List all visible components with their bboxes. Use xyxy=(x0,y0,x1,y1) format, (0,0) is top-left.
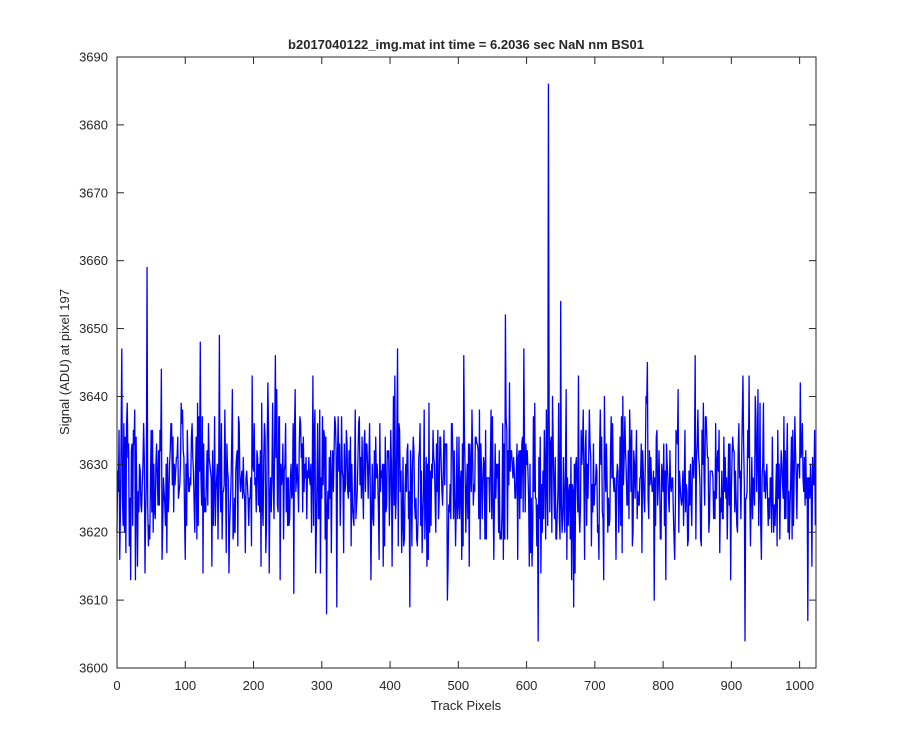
y-tick-label: 3630 xyxy=(79,457,108,472)
x-axis-label: Track Pixels xyxy=(431,698,502,713)
x-tick-label: 200 xyxy=(243,678,265,693)
y-tick-label: 3640 xyxy=(79,389,108,404)
y-tick-label: 3620 xyxy=(79,525,108,540)
y-tick-label: 3660 xyxy=(79,253,108,268)
x-tick-label: 800 xyxy=(652,678,674,693)
x-tick-label: 1000 xyxy=(785,678,814,693)
y-tick-label: 3670 xyxy=(79,185,108,200)
plot-area xyxy=(117,57,816,668)
axes-box xyxy=(116,56,817,669)
x-tick-label: 700 xyxy=(584,678,606,693)
y-tick-label: 3680 xyxy=(79,117,108,132)
signal-line xyxy=(116,83,816,642)
x-tick-label: 900 xyxy=(721,678,743,693)
ticks-layer: 0 100 200 300 400 500 600 700 800 900 1000 3600 3610… xyxy=(79,50,816,693)
chart-title: b2017040122_img.mat int time = 6.2036 se… xyxy=(288,37,644,52)
x-tick-label: 600 xyxy=(516,678,538,693)
y-tick-label: 3600 xyxy=(79,661,108,676)
y-axis-label: Signal (ADU) at pixel 197 xyxy=(57,289,72,435)
y-tick-label: 3650 xyxy=(79,321,108,336)
y-tick-label: 3690 xyxy=(79,50,108,65)
x-tick-label: 300 xyxy=(311,678,333,693)
x-tick-label: 100 xyxy=(174,678,196,693)
x-tick-label: 500 xyxy=(447,678,469,693)
x-tick-label: 400 xyxy=(379,678,401,693)
y-tick-label: 3610 xyxy=(79,593,108,608)
series-layer xyxy=(116,83,816,642)
x-tick-label: 0 xyxy=(113,678,120,693)
